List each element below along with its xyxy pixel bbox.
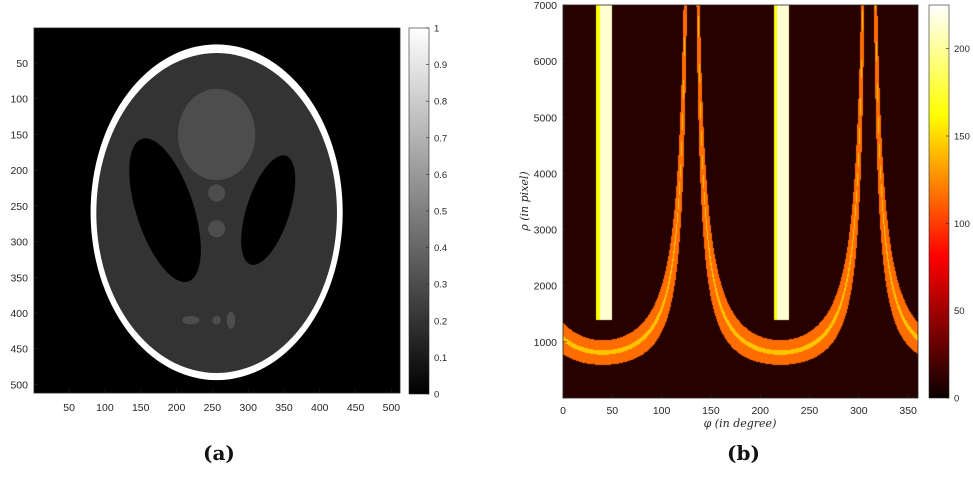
sinogram-colorbar-tick-label: 100 [954,219,970,230]
phantom-x-tick-label: 250 [204,402,222,414]
phantom-colorbar-tick-label: 1 [434,24,439,35]
phantom-y-tick-label: 100 [10,94,28,106]
phantom-colorbar-tick-label: 0 [434,390,439,401]
sinogram-x-tick-label: 100 [653,405,671,417]
caption-b: (b) [727,441,760,465]
sinogram-y-tick-label: 4000 [534,168,558,180]
sinogram-y-tick-label: 1000 [534,337,558,349]
sinogram-colorbar: 0 50 100 150 200 [928,4,970,405]
sinogram-x-tick-label: 250 [801,405,819,417]
phantom-x-ticks: 50 100 150 200 250 300 350 400 450 500 [63,389,400,414]
phantom-y-ticks: 50 100 150 200 250 300 350 400 450 500 [10,58,38,391]
sinogram-y-label: ρ (in pixel) [518,171,531,231]
phantom-y-tick-label: 50 [16,58,28,70]
sinogram-x-tick-label: 200 [751,405,769,417]
sinogram-figure: 0 50 100 150 200 250 300 350 100020003000400050… [518,0,970,430]
phantom-x-tick-label: 100 [96,402,114,414]
phantom-colorbar-tick-label: 0.1 [434,353,447,364]
sinogram-x-tick-label: 300 [850,405,868,417]
phantom-colorbar-tick-label: 0.6 [434,170,447,181]
sinogram-x-tick-label: 350 [899,405,917,417]
phantom-y-tick-label: 400 [10,308,28,320]
phantom-colorbar-tick-label: 0.3 [434,280,447,291]
phantom-x-tick-label: 400 [311,402,329,414]
phantom-x-tick-label: 450 [347,402,365,414]
caption-a: (a) [203,441,235,465]
sinogram-y-tick-label: 5000 [534,112,558,124]
phantom-ellipse-2 [129,138,201,283]
sinogram-y-tick-label: 7000 [534,0,558,12]
sinogram-x-tick-label: 150 [702,405,720,417]
sinogram-y-ticks: 1000 2000 3000 4000 5000 6000 7000 [534,0,567,349]
phantom-y-tick-label: 300 [10,237,28,249]
phantom-y-tick-label: 250 [10,201,28,213]
sinogram-colorbar-tick-label: 0 [954,394,959,405]
phantom-x-tick-label: 300 [239,402,257,414]
phantom-figure: 50 100 150 200 250 300 350 400 450 500 50 100 150 20… [10,24,447,415]
phantom-colorbar-tick-label: 0.7 [434,133,447,144]
phantom-ellipse-3 [241,155,296,265]
phantom-colorbar-tick-label: 0.5 [434,207,447,218]
phantom-ellipse-8 [212,315,221,325]
phantom-x-tick-label: 150 [132,402,150,414]
sinogram-y-tick-label: 3000 [534,225,558,237]
phantom-colorbar-tick-label: 0.2 [434,316,447,327]
phantom-x-tick-label: 500 [383,402,401,414]
phantom-plot-area [33,27,401,394]
phantom-ellipse-6 [208,220,226,238]
phantom-x-tick-label: 50 [63,402,75,414]
sinogram-y-tick-label: 6000 [534,56,558,68]
phantom-colorbar-tick-label: 0.4 [434,243,447,254]
sinogram-x-ticks: 0 50 100 150 200 250 300 350 [560,394,917,417]
sinogram-plot-area [562,4,919,399]
phantom-y-tick-label: 150 [10,129,28,141]
phantom-ellipse-1 [96,53,337,373]
sinogram-colorbar-gradient [928,4,950,399]
phantom-ellipse-9 [226,311,236,329]
sinogram-colorbar-tick-label: 50 [954,306,965,317]
phantom-axes-box [33,27,401,394]
phantom-colorbar: 0 0.1 0.2 0.3 0.4 0.5 0.6 0.7 0.8 0.9 1 [408,24,447,401]
sinogram-colorbar-tick-label: 150 [954,132,970,143]
sinogram-x-tick-label: 50 [606,405,618,417]
sinogram-colorbar-tick-label: 200 [954,44,970,55]
phantom-ellipse-4 [177,88,256,181]
phantom-y-tick-label: 450 [10,344,28,356]
phantom-colorbar-tick-label: 0.8 [434,97,447,108]
phantom-x-tick-label: 350 [275,402,293,414]
sinogram-image [563,5,918,398]
sinogram-y-tick-label: 2000 [534,281,558,293]
phantom-x-tick-label: 200 [168,402,186,414]
sinogram-axes-box [562,4,919,399]
phantom-y-tick-label: 350 [10,272,28,284]
phantom-y-tick-label: 500 [10,379,28,391]
phantom-y-tick-label: 200 [10,165,28,177]
phantom-colorbar-tick-label: 0.9 [434,60,447,71]
sinogram-x-label: φ (in degree) [704,417,777,430]
phantom-ellipse-5 [208,184,226,202]
phantom-ellipse-7 [182,315,200,325]
sinogram-x-tick-label: 0 [560,405,566,417]
